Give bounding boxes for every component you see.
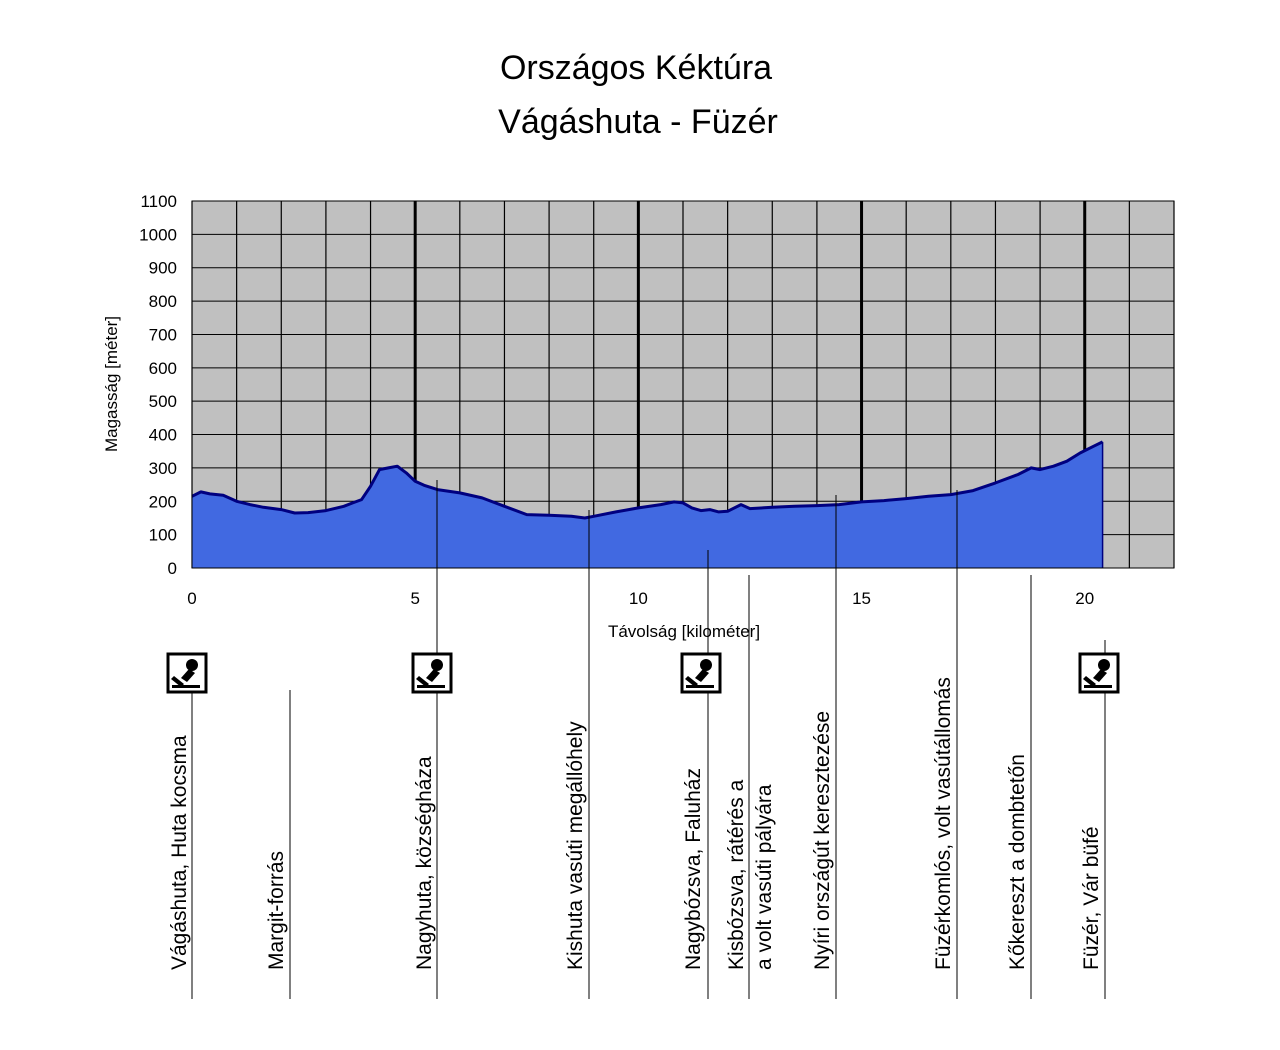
- y-tick-label: 400: [149, 426, 177, 445]
- x-tick-label: 10: [629, 589, 648, 608]
- x-tick-label: 5: [410, 589, 419, 608]
- y-tick-label: 0: [168, 559, 177, 578]
- y-tick-label: 300: [149, 459, 177, 478]
- plot-area: [191, 200, 1175, 569]
- plot-border: [191, 200, 1175, 569]
- waypoint-label: Vágáshuta, Huta kocsma: [168, 735, 191, 970]
- chart-subtitle: Vágáshuta - Füzér: [498, 103, 778, 141]
- elevation-area: [192, 441, 1103, 568]
- waypoints-panel: Vágáshuta, Huta kocsma Margit-forrás Nagyh…: [166, 480, 1120, 999]
- stamp-icon: [166, 652, 208, 694]
- y-tick-label: 900: [149, 259, 177, 278]
- waypoint-label: Füzérkomlós, volt vasútállomás: [932, 677, 955, 970]
- x-axis-title: Távolság [kilométer]: [608, 622, 760, 641]
- y-tick-label: 500: [149, 392, 177, 411]
- waypoint-label: Margit-forrás: [265, 851, 288, 970]
- elevation-line: [191, 440, 1104, 520]
- stamp-icon: [1078, 652, 1120, 694]
- y-tick-label: 1000: [139, 225, 177, 244]
- y-tick-label: 600: [149, 359, 177, 378]
- waypoint-label: Füzér, Vár büfé: [1080, 826, 1103, 970]
- waypoint-label: Kisbózsva, rátérés a: [725, 779, 748, 970]
- y-axis-ticks: 0 100 200 300 400 500 600 700 800 900 1000 1100: [139, 192, 177, 578]
- x-axis-ticks: 0 5 10 15 20: [187, 589, 1094, 608]
- stamp-icon: [411, 652, 453, 694]
- y-tick-label: 200: [149, 492, 177, 511]
- waypoint-label: Nyíri országút keresztezése: [811, 711, 834, 970]
- x-tick-label: 20: [1075, 589, 1094, 608]
- waypoint-label: Nagybózsva, Faluház: [682, 768, 705, 970]
- x-tick-label: 15: [852, 589, 871, 608]
- y-tick-label: 700: [149, 325, 177, 344]
- y-tick-label: 800: [149, 292, 177, 311]
- y-tick-label: 1100: [140, 192, 177, 211]
- waypoint-label: Kőkereszt a dombtetőn: [1006, 754, 1029, 970]
- y-tick-label: 100: [149, 526, 177, 545]
- x-tick-label: 0: [187, 589, 196, 608]
- waypoint-label: Nagyhuta, községháza: [413, 756, 436, 970]
- y-axis-title: Magasság [méter]: [102, 316, 121, 452]
- stamp-icon: [680, 652, 722, 694]
- waypoint-label: Kishuta vasúti megállóhely: [564, 721, 587, 970]
- chart-title: Országos Kéktúra: [500, 49, 772, 87]
- waypoint-label-line2: a volt vasúti pályára: [753, 784, 776, 970]
